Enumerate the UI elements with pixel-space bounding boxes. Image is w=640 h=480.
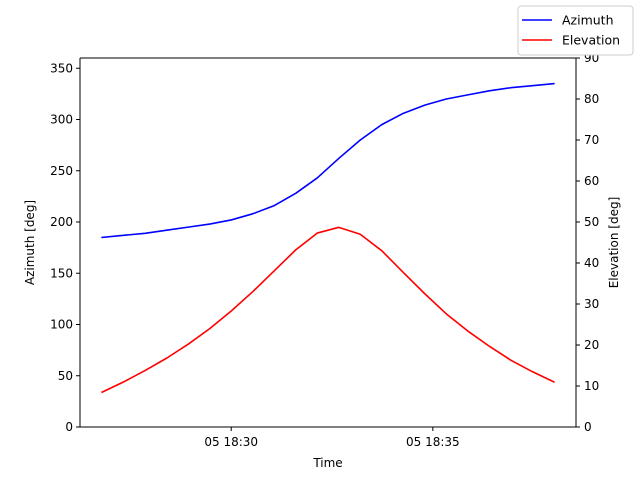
right-tick-label: 0 [584, 420, 592, 434]
left-tick-label: 350 [50, 61, 73, 75]
legend-box [517, 5, 634, 56]
left-tick-label: 250 [50, 164, 73, 178]
left-tick-label: 0 [65, 420, 73, 434]
left-tick-label: 200 [50, 215, 73, 229]
x-axis-label: Time [312, 456, 342, 470]
series-line-elevation [101, 226, 555, 394]
right-tick-label: 20 [584, 338, 599, 352]
x-tick-label: 05 18:35 [406, 435, 460, 449]
right-tick-label: 80 [584, 92, 599, 106]
right-tick-label: 30 [584, 297, 599, 311]
left-tick-label: 150 [50, 266, 73, 280]
legend: Azimuth Elevation [517, 5, 634, 56]
series-line-azimuth [101, 82, 555, 239]
right-tick-label: 60 [584, 174, 599, 188]
legend-label-elevation: Elevation [562, 33, 620, 48]
left-tick-label: 100 [50, 318, 73, 332]
right-tick-label: 10 [584, 379, 599, 393]
left-axis-label: Azimuth [deg] [23, 200, 37, 285]
x-ticks: 05 18:30 05 18:35 [204, 427, 460, 449]
left-tick-label: 50 [58, 369, 73, 383]
series-layer [101, 82, 555, 394]
right-axis-label: Elevation [deg] [607, 197, 621, 289]
right-tick-label: 40 [584, 256, 599, 270]
left-ticks: 0 50 100 150 200 250 300 350 [50, 61, 80, 434]
right-tick-label: 70 [584, 133, 599, 147]
right-tick-label: 50 [584, 215, 599, 229]
x-tick-label: 05 18:30 [204, 435, 258, 449]
plot-area [80, 58, 576, 427]
left-tick-label: 300 [50, 113, 73, 127]
legend-label-azimuth: Azimuth [562, 13, 614, 28]
